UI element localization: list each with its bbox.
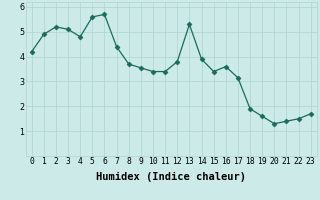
X-axis label: Humidex (Indice chaleur): Humidex (Indice chaleur) <box>96 172 246 182</box>
